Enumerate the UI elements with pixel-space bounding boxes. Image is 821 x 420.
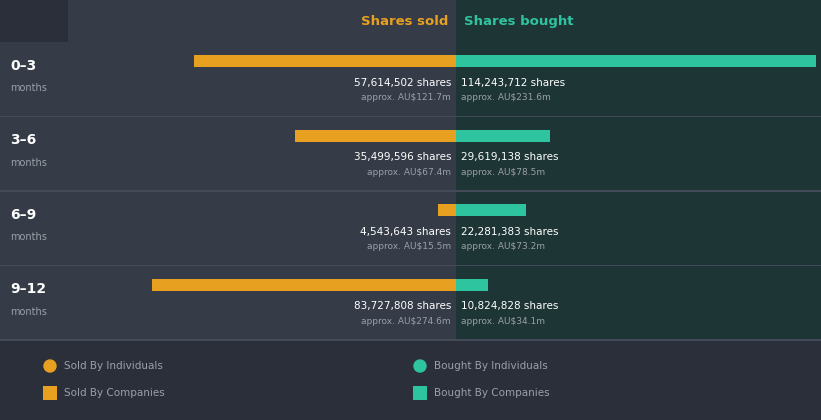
Text: 10,824,828 shares: 10,824,828 shares — [461, 302, 558, 312]
Bar — [68, 116, 456, 191]
Text: 83,727,808 shares: 83,727,808 shares — [354, 302, 451, 312]
Bar — [0, 265, 821, 266]
Text: 114,243,712 shares: 114,243,712 shares — [461, 78, 565, 88]
Bar — [456, 279, 488, 291]
Text: approx. AU$15.5m: approx. AU$15.5m — [367, 242, 451, 252]
Bar — [456, 0, 821, 42]
Bar — [456, 130, 549, 142]
Bar — [456, 205, 526, 216]
Text: 6–9: 6–9 — [10, 208, 36, 222]
Text: 35,499,596 shares: 35,499,596 shares — [354, 152, 451, 163]
Bar — [295, 130, 456, 142]
Bar — [68, 265, 456, 340]
Text: approx. AU$67.4m: approx. AU$67.4m — [367, 168, 451, 177]
Bar — [43, 386, 57, 400]
Bar — [0, 190, 821, 192]
Bar — [413, 386, 427, 400]
Text: months: months — [10, 83, 47, 93]
Text: approx. AU$78.5m: approx. AU$78.5m — [461, 168, 545, 177]
Text: approx. AU$231.6m: approx. AU$231.6m — [461, 93, 551, 102]
Text: approx. AU$121.7m: approx. AU$121.7m — [361, 93, 451, 102]
Text: months: months — [10, 232, 47, 242]
Text: Bought By Individuals: Bought By Individuals — [434, 361, 548, 371]
Bar — [438, 205, 456, 216]
Bar — [68, 191, 456, 265]
Text: 22,281,383 shares: 22,281,383 shares — [461, 227, 558, 237]
Circle shape — [44, 360, 56, 372]
Text: 3–6: 3–6 — [10, 133, 36, 147]
Bar — [0, 116, 68, 191]
Bar — [68, 42, 456, 116]
Bar — [0, 0, 68, 42]
Text: 0–3: 0–3 — [10, 59, 36, 73]
Bar — [456, 116, 821, 191]
Bar — [194, 55, 456, 68]
Text: approx. AU$73.2m: approx. AU$73.2m — [461, 242, 545, 252]
Bar — [0, 265, 68, 340]
Bar — [0, 339, 821, 341]
Text: 29,619,138 shares: 29,619,138 shares — [461, 152, 558, 163]
Bar — [456, 55, 816, 68]
Text: Shares sold: Shares sold — [360, 15, 448, 27]
Text: 9–12: 9–12 — [10, 282, 46, 297]
Bar — [0, 42, 68, 116]
Bar — [456, 42, 821, 116]
Bar — [0, 116, 821, 117]
Text: months: months — [10, 307, 47, 317]
Bar — [456, 191, 821, 265]
Circle shape — [414, 360, 426, 372]
Text: approx. AU$34.1m: approx. AU$34.1m — [461, 317, 545, 326]
Text: Sold By Individuals: Sold By Individuals — [64, 361, 163, 371]
Text: Shares bought: Shares bought — [464, 15, 574, 27]
Text: 57,614,502 shares: 57,614,502 shares — [354, 78, 451, 88]
Text: Sold By Companies: Sold By Companies — [64, 388, 165, 398]
Bar — [456, 265, 821, 340]
Bar — [0, 191, 68, 265]
Text: approx. AU$274.6m: approx. AU$274.6m — [361, 317, 451, 326]
Text: Bought By Companies: Bought By Companies — [434, 388, 549, 398]
Bar — [68, 0, 456, 42]
Text: months: months — [10, 158, 47, 168]
Bar — [152, 279, 456, 291]
Text: 4,543,643 shares: 4,543,643 shares — [360, 227, 451, 237]
